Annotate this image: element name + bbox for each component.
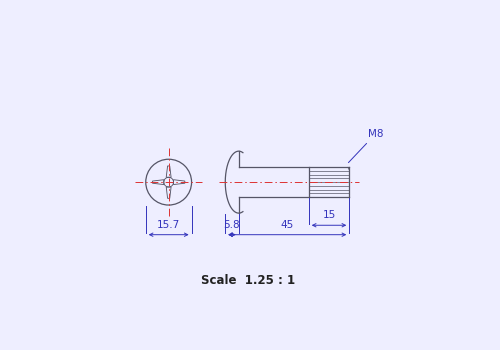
Text: 15: 15 bbox=[322, 210, 336, 220]
Text: Scale  1.25 : 1: Scale 1.25 : 1 bbox=[201, 274, 295, 287]
Text: M8: M8 bbox=[348, 129, 384, 163]
Text: 5.8: 5.8 bbox=[224, 220, 240, 230]
Text: 45: 45 bbox=[280, 220, 294, 230]
Text: 15.7: 15.7 bbox=[157, 220, 180, 230]
